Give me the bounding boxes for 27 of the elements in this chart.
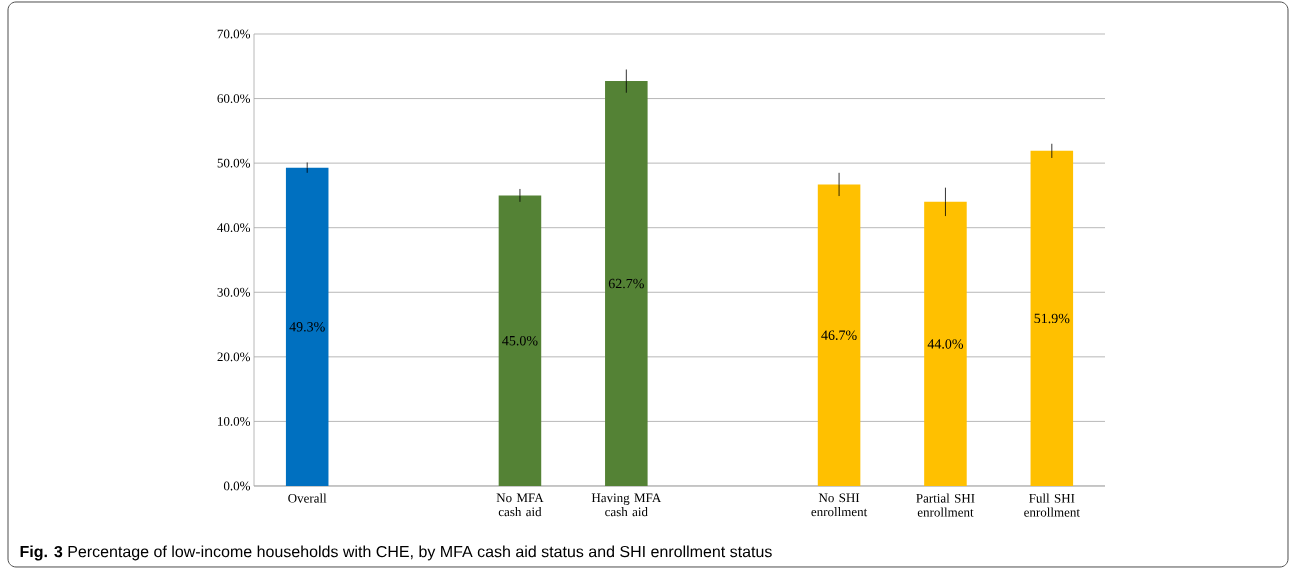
bar xyxy=(605,81,648,486)
bar xyxy=(924,201,967,486)
x-tick-label: No MFA cash aid xyxy=(496,493,544,517)
y-tick-label: 10.0% xyxy=(218,417,251,426)
y-tick-label: 70.0% xyxy=(217,29,251,39)
data-label: 51.9% xyxy=(1034,313,1070,324)
x-tick-label: Partial SHI enrollment xyxy=(916,493,975,517)
data-label: 62.7% xyxy=(608,278,644,289)
data-label: 45.0% xyxy=(502,335,538,346)
y-tick-label: 60.0% xyxy=(217,94,251,103)
data-label: 44.0% xyxy=(927,339,964,349)
data-label: 49.3% xyxy=(289,322,325,332)
y-tick-label: 40.0% xyxy=(217,223,251,233)
y-tick-label: 50.0% xyxy=(217,158,251,168)
bar xyxy=(285,167,329,486)
text: Fig. 3 Percentage of low-income households with CHE, by MFA cash aid status and SHI enrollment status xyxy=(20,545,772,561)
x-tick-label: No SHI enrollment xyxy=(811,493,868,517)
bar xyxy=(817,184,861,486)
x-tick-label: Full SHI enrollment xyxy=(1024,493,1080,517)
x-tick-label: Overall xyxy=(288,493,327,503)
x-tick-label: Having MFA cash aid xyxy=(591,493,662,517)
bar xyxy=(498,195,542,486)
data-label: 46.7% xyxy=(821,330,857,340)
y-tick-label: 20.0% xyxy=(217,352,251,362)
bar xyxy=(1030,150,1074,486)
y-tick-label: 30.0% xyxy=(217,287,251,297)
y-tick-label: 0.0% xyxy=(223,481,251,491)
